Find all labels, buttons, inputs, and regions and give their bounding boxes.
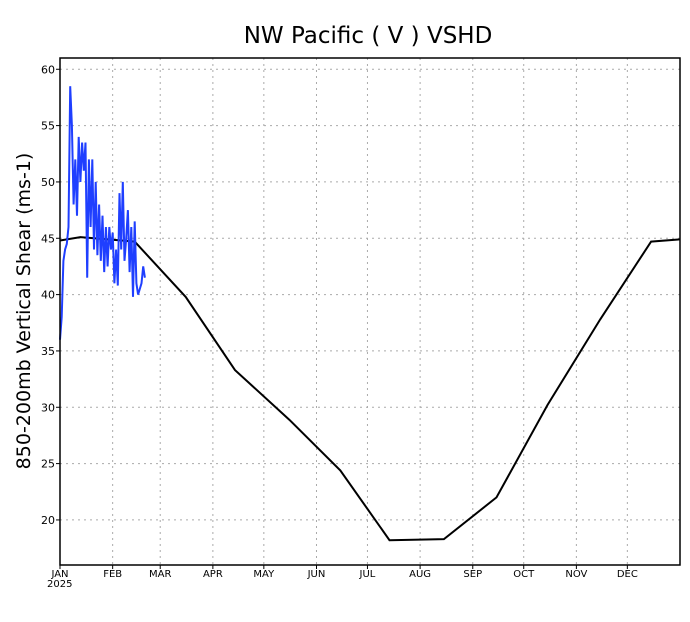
y-tick-label: 50 [41,176,55,189]
y-tick-label: 30 [41,401,55,414]
axis-ticks: 20 25 30 35 40 45 50 55 60 JAN FEB MAR APR MAY JUN JUL A… [41,63,638,580]
x-tick-label: JUN [307,569,326,580]
x-tick-label: MAY [253,569,275,580]
series-line-climatology [59,236,681,542]
grid [60,58,680,565]
x-tick-label: FEB [103,569,122,580]
year-label: 2025 [47,579,72,590]
chart-title: NW Pacific ( V ) VSHD [244,23,493,49]
x-tick-label: APR [203,569,223,580]
x-tick-label: DEC [617,569,638,580]
x-tick-label: SEP [463,569,482,580]
series-line-2025 [59,86,146,340]
x-tick-label: OCT [513,569,535,580]
series-lines [59,86,681,542]
y-tick-label: 40 [41,289,55,302]
y-tick-label: 25 [41,458,55,471]
y-tick-label: 45 [41,232,55,245]
y-tick-label: 35 [41,345,55,358]
y-tick-label: 60 [41,63,55,76]
x-tick-label: AUG [409,569,431,580]
y-tick-label: 20 [41,514,55,527]
x-tick-label: NOV [565,569,587,580]
y-tick-label: 55 [41,120,55,133]
y-axis-label: 850-200mb Vertical Shear (ms-1) [13,153,35,470]
x-tick-label: JAN [50,569,68,580]
plot-frame [59,57,681,566]
x-tick-label: MAR [149,569,171,580]
x-tick-label: JUL [359,569,376,580]
